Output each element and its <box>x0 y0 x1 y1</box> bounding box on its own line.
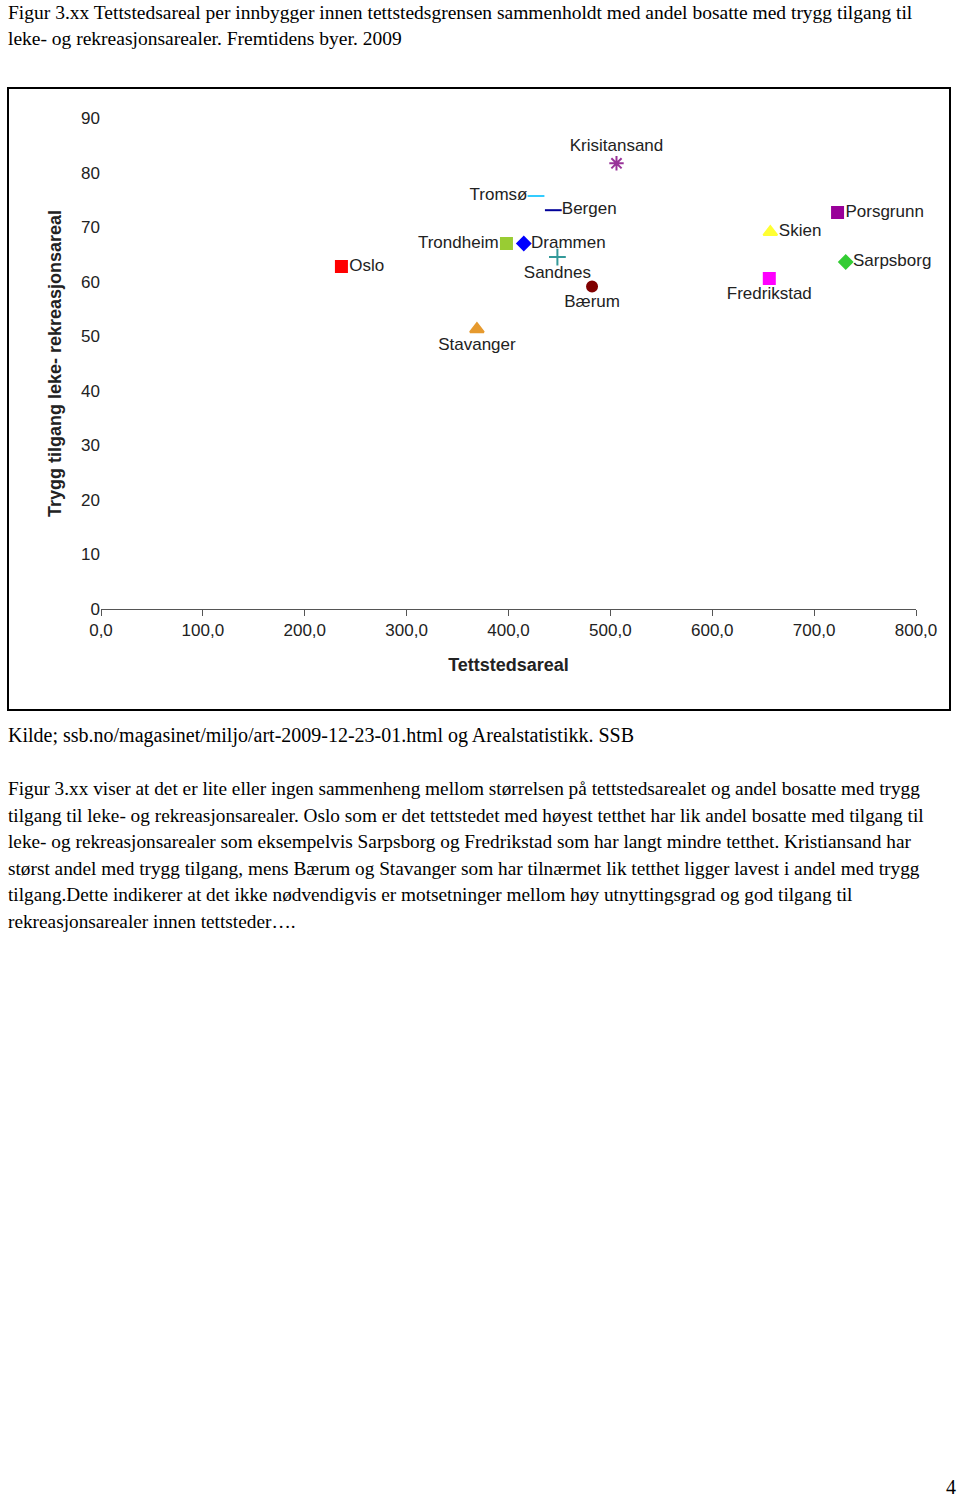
svg-text:Trygg tilgang leke- rekreasjon: Trygg tilgang leke- rekreasjonsareal <box>45 210 65 517</box>
html-text:Kilde; ssb.no/magasinet/miljo/: Kilde; ssb.no/magasinet/miljo/art-2009-1… <box>8 724 635 746</box>
svg-text:40: 40 <box>81 382 100 401</box>
svg-text:Porsgrunn: Porsgrunn <box>845 202 923 221</box>
html-text:4: 4 <box>946 1476 956 1498</box>
svg-text:600,0: 600,0 <box>691 621 734 640</box>
svg-text:Bergen: Bergen <box>562 199 617 218</box>
svg-text:Sarpsborg: Sarpsborg <box>853 251 931 270</box>
svg-text:Oslo: Oslo <box>349 256 384 275</box>
svg-text:50: 50 <box>81 327 100 346</box>
svg-text:60: 60 <box>81 273 100 292</box>
svg-text:70: 70 <box>81 218 100 237</box>
svg-text:10: 10 <box>81 545 100 564</box>
svg-text:800,0: 800,0 <box>895 621 938 640</box>
svg-text:Krisitansand: Krisitansand <box>570 136 664 155</box>
svg-text:500,0: 500,0 <box>589 621 632 640</box>
svg-text:400,0: 400,0 <box>487 621 530 640</box>
svg-text:Stavanger: Stavanger <box>438 335 516 354</box>
svg-text:Fredrikstad: Fredrikstad <box>727 284 812 303</box>
svg-text:20: 20 <box>81 491 100 510</box>
svg-text:0,0: 0,0 <box>89 621 113 640</box>
svg-text:Tromsø: Tromsø <box>470 185 528 204</box>
svg-text:Skien: Skien <box>779 221 822 240</box>
svg-text:Drammen: Drammen <box>531 233 606 252</box>
svg-text:700,0: 700,0 <box>793 621 836 640</box>
html-text:Figur 3.xx Tettstedsareal per: Figur 3.xx Tettstedsareal per innbygger … <box>8 2 913 49</box>
svg-text:90: 90 <box>81 109 100 128</box>
svg-text:80: 80 <box>81 164 100 183</box>
html-text:Figur 3.xx viser at det er lit: Figur 3.xx viser at det er lite eller in… <box>8 778 924 932</box>
svg-text:0: 0 <box>91 600 100 619</box>
svg-text:200,0: 200,0 <box>283 621 326 640</box>
svg-text:Trondheim: Trondheim <box>418 233 499 252</box>
svg-text:100,0: 100,0 <box>182 621 225 640</box>
svg-text:Sandnes: Sandnes <box>524 263 591 282</box>
svg-text:300,0: 300,0 <box>385 621 428 640</box>
svg-text:Bærum: Bærum <box>564 292 620 311</box>
svg-text:30: 30 <box>81 436 100 455</box>
svg-text:Tettstedsareal: Tettstedsareal <box>448 655 569 675</box>
